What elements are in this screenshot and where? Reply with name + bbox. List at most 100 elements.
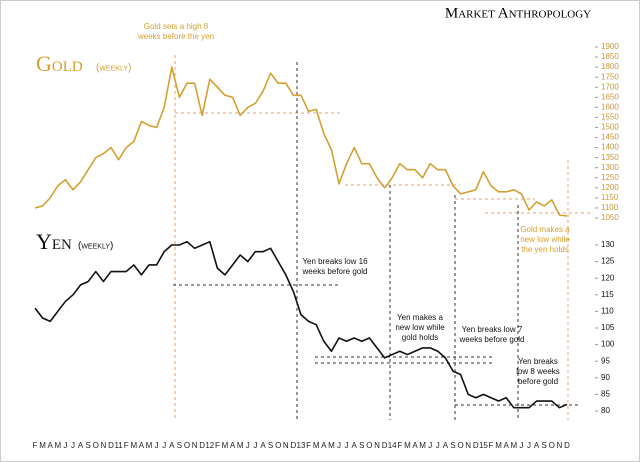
x-tick-label: N [557, 441, 563, 450]
x-tick-label: F [124, 441, 129, 450]
x-tick-label: S [359, 441, 364, 450]
y-tick-label: 1050 [601, 213, 619, 222]
x-tick-label: J [436, 441, 440, 450]
x-tick-label: J [155, 441, 159, 450]
annotation: weeks before gold [302, 267, 368, 276]
x-tick-label: A [260, 441, 266, 450]
x-tick-label: N [283, 441, 289, 450]
annotation: Yen breaks low 7 [462, 325, 523, 334]
x-tick-label: J [428, 441, 432, 450]
y-tick-label: 1550 [601, 113, 619, 122]
x-tick-label: F [215, 441, 220, 450]
annotation: weeks before the yen [137, 32, 214, 41]
reference-lines [173, 55, 592, 420]
x-tick-label: 12 [205, 441, 214, 450]
yen-title: Yen (weekly) [36, 229, 113, 254]
x-tick-label: O [457, 441, 463, 450]
x-tick-label: A [78, 441, 84, 450]
y-tick-label: 1200 [601, 183, 619, 192]
x-tick-label: M [495, 441, 502, 450]
y-tick-label: 1800 [601, 62, 619, 71]
series-line [34, 240, 568, 409]
x-tick-label: D [199, 441, 205, 450]
y-tick-label: 1700 [601, 82, 619, 91]
x-tick-label: M [313, 441, 320, 450]
x-tick-label: 14 [388, 441, 397, 450]
y-tick-label: 125 [601, 257, 615, 266]
y-tick-label: 95 [601, 356, 610, 365]
y-tick-label: 1150 [601, 193, 619, 202]
x-tick-label: J [253, 441, 257, 450]
y-tick-label: 110 [601, 307, 614, 316]
y-tick-label: 1350 [601, 153, 619, 162]
x-tick-label: O [549, 441, 555, 450]
x-tick-label: M [146, 441, 153, 450]
x-tick-label: D [564, 441, 570, 450]
x-tick-label: F [489, 441, 494, 450]
x-tick-label: J [345, 441, 349, 450]
x-tick-label: M [130, 441, 137, 450]
x-tick-label: J [63, 441, 67, 450]
x-tick-label: A [352, 441, 358, 450]
x-tick-label: A [412, 441, 418, 450]
annotation: the yen holds [521, 245, 569, 254]
y-tick-label: 1750 [601, 72, 619, 81]
x-tick-label: M [404, 441, 411, 450]
annotation: new low while [395, 323, 445, 332]
annotation: Gold sets a high 8 [144, 22, 209, 31]
y-tick-label: 1300 [601, 163, 619, 172]
y-tick-label: 1600 [601, 102, 619, 111]
x-tick-label: A [321, 441, 327, 450]
x-tick-label: A [169, 441, 175, 450]
x-tick-label: N [465, 441, 471, 450]
x-tick-label: A [504, 441, 510, 450]
annotation: weeks before gold [459, 335, 525, 344]
y-tick-label: 85 [601, 390, 610, 399]
y-tick-label: 100 [601, 340, 615, 349]
x-tick-label: 11 [114, 441, 123, 450]
x-tick-label: O [93, 441, 99, 450]
y-tick-label: 1500 [601, 123, 619, 132]
x-tick-label: J [71, 441, 75, 450]
x-tick-label: F [306, 441, 311, 450]
x-tick-label: M [222, 441, 229, 450]
x-tick-label: S [177, 441, 182, 450]
x-tick-label: 15 [479, 441, 488, 450]
annotation: Yen makes a [397, 313, 444, 322]
subtitle: (weekly) [96, 63, 131, 74]
annotation: before gold [518, 377, 558, 386]
x-tick-label: F [33, 441, 38, 450]
x-tick-label: M [419, 441, 426, 450]
x-tick-label: M [510, 441, 517, 450]
x-tick-label: M [54, 441, 61, 450]
gold-title: Gold (weekly) [36, 51, 131, 76]
x-tick-label: D [473, 441, 479, 450]
x-tick-label: A [534, 441, 540, 450]
x-tick-label: A [48, 441, 54, 450]
title: Gold [36, 51, 83, 76]
x-tick-label: M [39, 441, 46, 450]
y-tick-label: 130 [601, 240, 615, 249]
y-tick-label: 90 [601, 373, 610, 382]
x-tick-label: A [443, 441, 449, 450]
annotation: Gold makes a [520, 225, 570, 234]
x-tick-label: D [108, 441, 114, 450]
x-tick-label: N [101, 441, 107, 450]
brand: Market Anthropology [445, 5, 591, 21]
x-tick-label: S [542, 441, 547, 450]
x-tick-label: N [374, 441, 380, 450]
subtitle: (weekly) [78, 241, 113, 252]
x-tick-label: S [450, 441, 455, 450]
x-tick-label: F [397, 441, 402, 450]
title: Yen [36, 229, 72, 254]
x-tick-label: 13 [297, 441, 306, 450]
annotation: low 8 weeks [516, 367, 560, 376]
x-tick-label: J [337, 441, 341, 450]
x-tick-label: D [291, 441, 297, 450]
y-tick-label: 1250 [601, 173, 619, 182]
x-tick-label: M [328, 441, 335, 450]
x-tick-label: D [382, 441, 388, 450]
y-tick-label: 1850 [601, 52, 619, 61]
